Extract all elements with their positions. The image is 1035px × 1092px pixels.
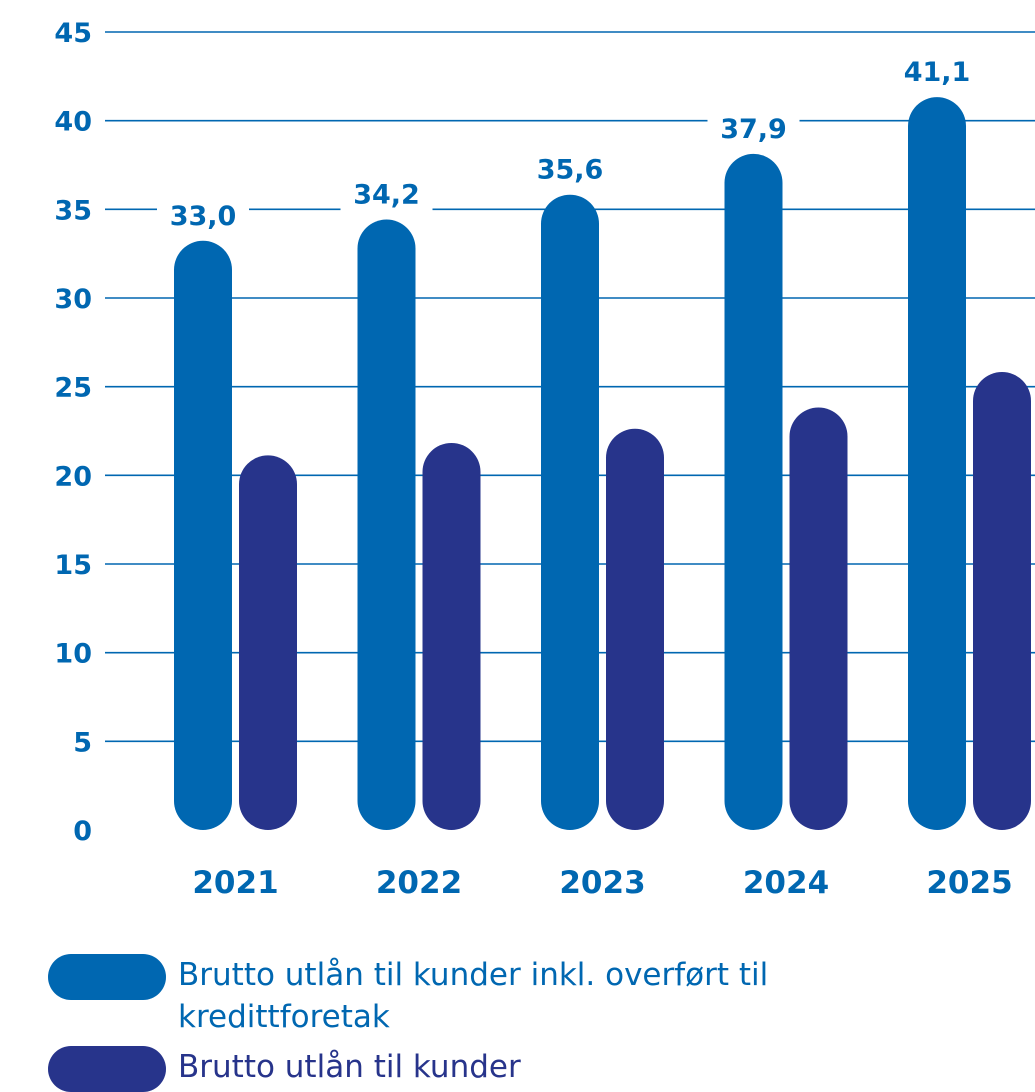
bar-series-2-2021 xyxy=(239,455,297,830)
data-label-2023: 35,6 xyxy=(537,155,604,186)
y-tick-label-30: 30 xyxy=(54,284,92,315)
y-tick-label-45: 45 xyxy=(54,18,92,49)
bar-series-1-2024 xyxy=(724,153,783,830)
x-category-label-2021: 2021 xyxy=(192,865,278,901)
data-labels: 33,0 34,2 35,6 37,9 41,1 xyxy=(157,55,983,235)
y-tick-label-20: 20 xyxy=(54,461,92,492)
data-label-2024: 37,9 xyxy=(720,114,787,145)
y-tick-label-5: 5 xyxy=(73,727,92,758)
bar-series-1-2025 xyxy=(908,97,966,830)
data-label-bg-2024 xyxy=(707,111,800,148)
legend-label-series-1: Brutto utlån til kunder inkl. overført t… xyxy=(178,957,769,1035)
bar-series-1-2021 xyxy=(174,240,232,831)
data-label-bg-2022 xyxy=(340,177,433,214)
bar-series-2-2025 xyxy=(973,372,1031,830)
x-category-label-2022: 2022 xyxy=(376,865,462,901)
legend-item-series-1: Brutto utlån til kunder inkl. overført t… xyxy=(48,954,898,1038)
y-tick-label-40: 40 xyxy=(54,107,92,138)
legend-label-series-2: Brutto utlån til kunder xyxy=(178,1049,521,1085)
y-tick-label-15: 15 xyxy=(54,550,92,581)
y-axis-ticks: 0 5 10 15 20 25 30 35 40 45 xyxy=(54,18,92,847)
bar-series-2-2023 xyxy=(606,428,664,830)
bar-series-1-2023 xyxy=(541,194,599,830)
data-label-2021: 33,0 xyxy=(170,201,237,232)
legend-swatch-series-1 xyxy=(48,954,166,1000)
legend-item-series-2: Brutto utlån til kunder xyxy=(48,1046,898,1092)
data-label-2022: 34,2 xyxy=(353,180,420,211)
y-tick-label-25: 25 xyxy=(54,373,92,404)
x-axis-categories: 2021 2022 2023 2024 2025 xyxy=(192,865,1012,901)
bar-series-1-2022 xyxy=(357,219,416,830)
data-label-2025: 41,1 xyxy=(904,57,971,88)
bars xyxy=(174,97,1031,831)
y-tick-label-0: 0 xyxy=(73,816,92,847)
y-tick-label-10: 10 xyxy=(54,639,92,670)
x-category-label-2025: 2025 xyxy=(926,865,1012,901)
x-category-label-2023: 2023 xyxy=(559,865,645,901)
bar-series-2-2022 xyxy=(422,442,481,830)
data-label-bg-2023 xyxy=(524,152,616,189)
data-label-bg-2021 xyxy=(157,198,249,235)
legend-swatch-series-2 xyxy=(48,1046,166,1092)
data-label-bg-2025 xyxy=(891,55,983,92)
y-tick-label-35: 35 xyxy=(54,195,92,226)
x-category-label-2024: 2024 xyxy=(743,865,829,901)
bar-series-2-2024 xyxy=(789,407,848,830)
